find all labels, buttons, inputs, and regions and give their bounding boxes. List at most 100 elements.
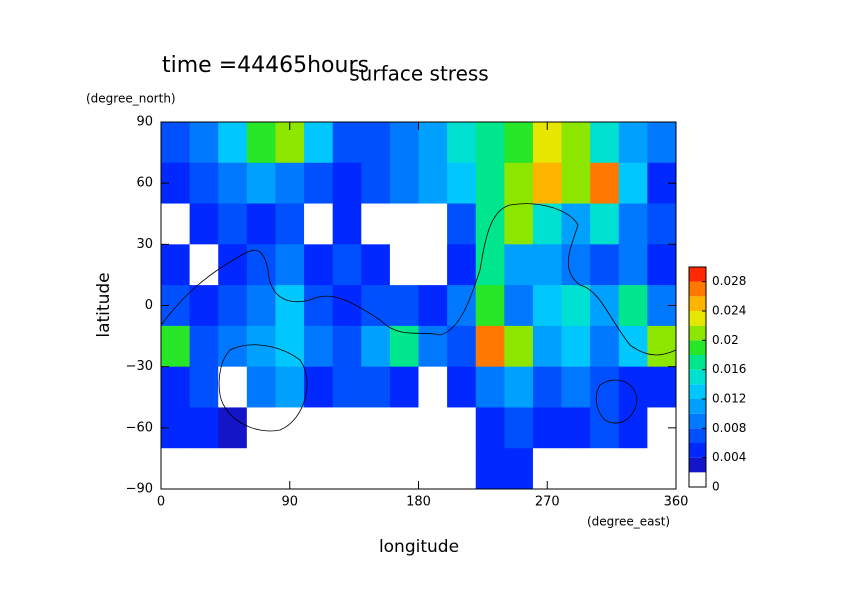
field-cell	[618, 325, 648, 368]
field-cell	[561, 203, 591, 245]
field-cell	[218, 162, 248, 205]
field-cell	[332, 122, 362, 164]
field-cell	[418, 366, 448, 408]
coastlines	[160, 203, 677, 432]
field-cell	[590, 244, 620, 286]
field-cell	[189, 122, 219, 164]
x-tick-label: 180	[406, 495, 431, 510]
field-cell	[361, 448, 391, 490]
field-cell	[447, 203, 477, 245]
field-cell	[561, 244, 591, 286]
field-cell	[504, 448, 534, 490]
field-cell	[389, 244, 419, 286]
field-cell	[389, 285, 419, 327]
field-cell	[561, 285, 591, 327]
field-cell	[389, 162, 419, 205]
field-cell	[304, 448, 334, 490]
field-cell	[418, 407, 448, 449]
field-cell	[475, 407, 505, 449]
x-tick-label: 90	[281, 495, 298, 510]
colorbar-tick-label: 0.012	[712, 392, 746, 406]
field-cell	[275, 366, 305, 408]
field-cell	[275, 325, 305, 368]
field-cell	[161, 366, 191, 408]
field-cell	[504, 325, 534, 368]
y-tick-label: −90	[126, 482, 153, 497]
field-cell	[275, 244, 305, 286]
colorbar-band	[689, 325, 706, 341]
field-cell	[389, 366, 419, 408]
field-cell	[275, 285, 305, 327]
field-cell	[532, 407, 563, 449]
field-cell	[361, 407, 391, 449]
y-unit: (degree_north)	[86, 92, 176, 106]
field-cell	[361, 244, 391, 286]
coastline	[218, 344, 308, 432]
field-cell	[304, 285, 334, 327]
field-cell	[275, 407, 305, 449]
y-tick-label: 30	[136, 237, 153, 252]
field-cell	[332, 162, 362, 205]
field-cell	[246, 285, 276, 327]
colorbar-tick-label: 0.004	[712, 450, 746, 464]
field-cell	[504, 162, 534, 205]
field-cell	[532, 244, 563, 286]
field-cell	[246, 448, 276, 490]
colorbar-band	[689, 355, 706, 370]
field-cell	[304, 162, 334, 205]
field-cell	[590, 407, 620, 449]
field-cell	[332, 448, 362, 490]
field-cell	[361, 203, 391, 245]
field-cell	[361, 325, 391, 368]
field-cell	[418, 325, 448, 368]
field-cell	[532, 325, 563, 368]
field-cell	[389, 203, 419, 245]
field-cell	[332, 366, 362, 408]
field-cell	[475, 325, 505, 368]
subtitle: time =44465hours	[162, 53, 369, 78]
field-cell	[561, 448, 591, 490]
colorbar-band	[689, 443, 706, 458]
field-cell	[618, 244, 648, 286]
field-cell	[161, 203, 191, 245]
field-cell	[418, 448, 448, 490]
field-cell	[590, 448, 620, 490]
field-cell	[332, 203, 362, 245]
field-cell	[361, 366, 391, 408]
field-cell	[161, 448, 191, 490]
colorbar-band	[689, 384, 706, 399]
field-cell	[361, 285, 391, 327]
field-cell	[304, 122, 334, 164]
field-cell	[161, 244, 191, 286]
field-cell	[561, 366, 591, 408]
field-cell	[504, 122, 534, 164]
field-cell	[647, 122, 677, 164]
field-cell	[590, 162, 620, 205]
field-cell	[447, 244, 477, 286]
field-cell	[389, 122, 419, 164]
field-cell	[246, 366, 276, 408]
field-cell	[504, 244, 534, 286]
field-cell	[447, 285, 477, 327]
field-cell	[332, 407, 362, 449]
field-cell	[504, 407, 534, 449]
field-cell	[218, 325, 248, 368]
x-tick-label: 270	[535, 495, 560, 510]
y-axis-label: latitude	[94, 272, 114, 337]
field-cell	[304, 325, 334, 368]
field-cell	[504, 285, 534, 327]
field-cell	[447, 162, 477, 205]
field-cell	[418, 244, 448, 286]
colorbar-tick-label: 0.02	[712, 333, 739, 347]
field-cell	[418, 285, 448, 327]
field-cell	[189, 244, 219, 286]
field-cell	[590, 285, 620, 327]
field-cell	[275, 203, 305, 245]
field-cell	[418, 122, 448, 164]
field-cell	[475, 366, 505, 408]
colorbar-outline	[688, 266, 707, 488]
field-cell	[647, 448, 677, 490]
field-cell	[647, 366, 677, 408]
field-cell	[189, 325, 219, 368]
